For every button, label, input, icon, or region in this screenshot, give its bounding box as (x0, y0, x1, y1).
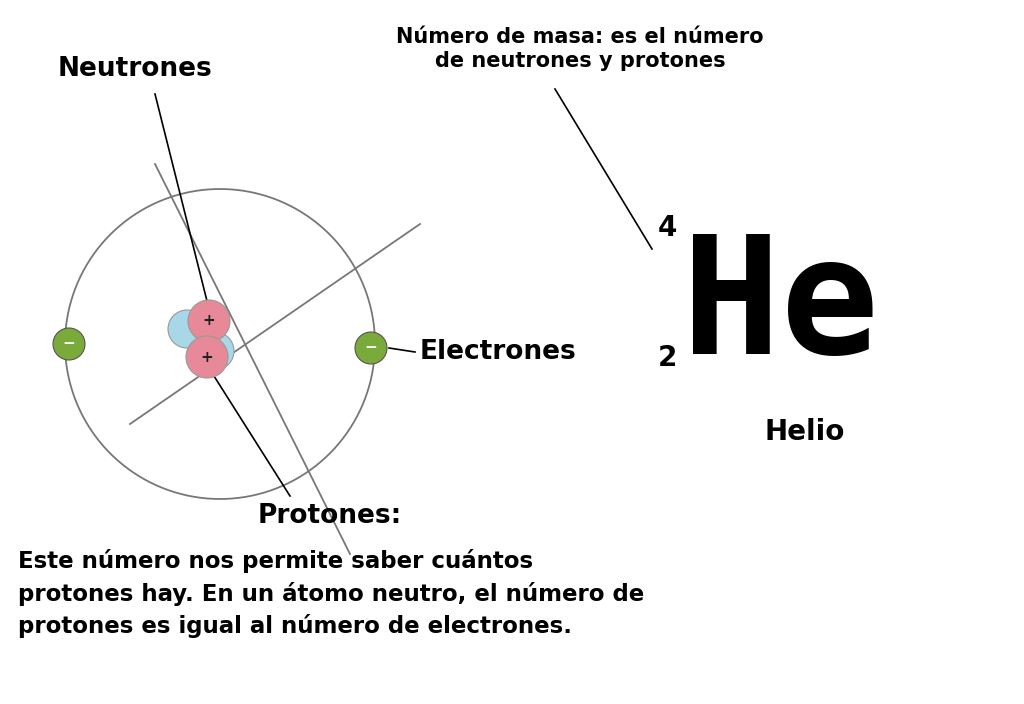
Text: +: + (201, 349, 213, 365)
Text: −: − (365, 341, 378, 356)
Circle shape (355, 332, 387, 364)
Circle shape (168, 310, 206, 348)
Circle shape (196, 332, 234, 370)
Text: Neutrones: Neutrones (57, 56, 212, 82)
Text: Helio: Helio (765, 418, 845, 446)
Text: Protones:: Protones: (258, 503, 402, 529)
Circle shape (53, 328, 85, 360)
Text: 2: 2 (658, 344, 677, 372)
Text: 4: 4 (658, 214, 677, 242)
Circle shape (186, 336, 228, 378)
Text: He: He (682, 230, 880, 389)
Text: Este número nos permite saber cuántos
protones hay. En un átomo neutro, el númer: Este número nos permite saber cuántos pr… (18, 549, 644, 638)
Text: Número de masa: es el número
de neutrones y protones: Número de masa: es el número de neutrone… (396, 27, 764, 70)
Circle shape (188, 300, 230, 342)
Text: −: − (62, 337, 76, 351)
Text: +: + (203, 313, 215, 329)
Text: Electrones: Electrones (420, 339, 577, 365)
